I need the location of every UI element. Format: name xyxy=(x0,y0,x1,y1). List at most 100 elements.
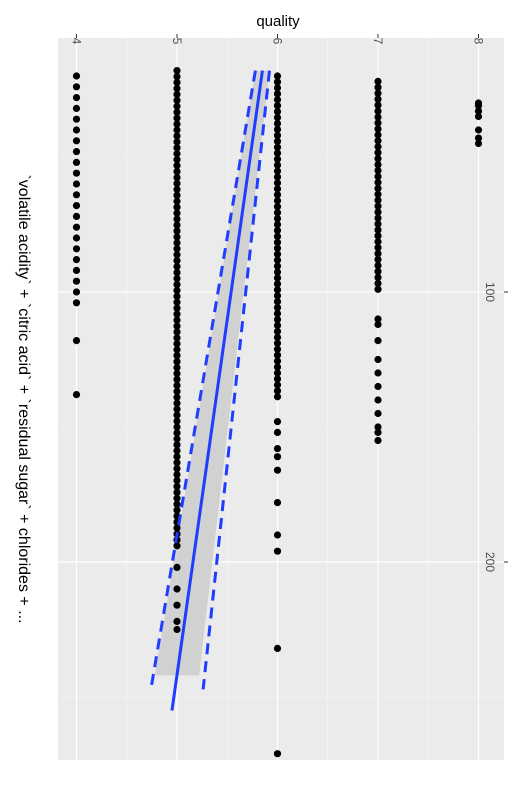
data-point-quality-5 xyxy=(173,167,181,176)
data-point-quality-5 xyxy=(173,227,181,235)
data-point-quality-7 xyxy=(374,320,382,328)
data-point-quality-5 xyxy=(173,292,181,300)
data-point-quality-5 xyxy=(173,78,181,87)
data-point-quality-6 xyxy=(273,84,282,92)
data-point-quality-5 xyxy=(173,251,181,259)
data-point-quality-6 xyxy=(273,173,282,181)
data-point-quality-4 xyxy=(72,180,81,188)
data-point-quality-6 xyxy=(273,256,282,264)
data-point-quality-6 xyxy=(273,78,282,86)
data-point-quality-5 xyxy=(173,334,181,342)
data-point-quality-6 xyxy=(273,453,282,461)
data-point-quality-8 xyxy=(474,139,483,148)
data-point-quality-5 xyxy=(173,173,181,182)
data-point-quality-7 xyxy=(374,113,382,121)
data-point-quality-5 xyxy=(173,96,181,104)
data-point-quality-6 xyxy=(273,197,282,205)
data-point-quality-7 xyxy=(374,428,382,436)
data-point-quality-6 xyxy=(273,96,282,104)
data-point-quality-7 xyxy=(374,226,382,234)
data-point-quality-6 xyxy=(273,244,282,252)
data-point-quality-7 xyxy=(374,131,382,139)
data-point-quality-4 xyxy=(72,104,81,112)
data-point-quality-5 xyxy=(173,352,181,360)
data-point-quality-7 xyxy=(374,285,382,293)
data-point-quality-7 xyxy=(374,143,382,151)
data-point-quality-6 xyxy=(273,315,282,324)
data-point-quality-6 xyxy=(273,113,282,122)
data-point-quality-5 xyxy=(173,476,181,485)
data-point-quality-5 xyxy=(173,441,181,449)
data-point-quality-7 xyxy=(374,196,382,204)
data-point-quality-4 xyxy=(72,234,81,242)
data-point-quality-5 xyxy=(173,102,181,110)
data-point-quality-6 xyxy=(273,137,282,145)
data-point-quality-5 xyxy=(173,464,181,473)
data-point-quality-5 xyxy=(173,417,181,425)
data-point-quality-7 xyxy=(374,155,382,163)
data-point-quality-5 xyxy=(173,263,181,271)
data-point-quality-4 xyxy=(72,266,81,274)
data-point-quality-7 xyxy=(374,267,382,276)
data-point-quality-5 xyxy=(173,358,181,366)
data-point-quality-5 xyxy=(173,364,181,372)
predictor-axis-title: `volatile acidity` + `citric acid` + `re… xyxy=(15,174,32,623)
data-point-quality-5 xyxy=(173,316,181,324)
data-point-quality-6 xyxy=(273,547,282,555)
data-point-quality-6 xyxy=(273,292,282,300)
data-point-quality-7 xyxy=(374,107,382,115)
data-point-quality-6 xyxy=(273,298,282,306)
data-point-quality-6 xyxy=(273,214,282,223)
data-point-quality-6 xyxy=(273,131,282,139)
data-point-quality-4 xyxy=(72,169,81,177)
data-point-quality-5 xyxy=(173,239,181,247)
data-point-quality-7 xyxy=(374,137,382,145)
data-point-quality-4 xyxy=(72,72,81,80)
data-point-quality-5 xyxy=(173,381,181,390)
data-point-quality-5 xyxy=(173,346,181,354)
regression-fit xyxy=(149,70,271,711)
data-point-quality-6 xyxy=(273,220,282,229)
data-point-quality-5 xyxy=(173,150,181,158)
data-point-quality-7 xyxy=(374,178,382,186)
data-point-quality-5 xyxy=(173,411,181,419)
data-point-quality-5 xyxy=(173,542,181,550)
data-point-quality-5 xyxy=(173,179,181,188)
data-point-quality-6 xyxy=(273,333,282,341)
data-point-quality-6 xyxy=(273,381,282,389)
data-point-quality-6 xyxy=(273,209,282,217)
data-point-quality-6 xyxy=(273,750,282,758)
data-point-quality-5 xyxy=(173,453,181,461)
data-point-quality-4 xyxy=(72,223,81,231)
data-point-quality-6 xyxy=(273,428,282,436)
data-point-quality-5 xyxy=(173,322,181,330)
data-point-quality-7 xyxy=(374,160,382,169)
data-point-quality-5 xyxy=(173,506,181,514)
data-point-quality-5 xyxy=(173,304,181,312)
data-point-quality-5 xyxy=(173,310,181,318)
data-point-quality-7 xyxy=(374,190,382,198)
data-point-quality-4 xyxy=(72,137,81,145)
predictor-tick-label: 200 xyxy=(483,552,497,572)
data-point-quality-5 xyxy=(173,601,181,609)
data-point-quality-8 xyxy=(474,107,483,115)
data-point-quality-7 xyxy=(374,409,382,418)
data-point-quality-5 xyxy=(173,429,181,437)
data-point-quality-5 xyxy=(173,625,181,634)
data-point-quality-5 xyxy=(173,399,181,407)
data-point-quality-6 xyxy=(273,327,282,336)
data-point-quality-4 xyxy=(72,202,81,210)
data-point-quality-5 xyxy=(173,470,181,479)
data-point-quality-6 xyxy=(273,393,282,401)
data-point-quality-6 xyxy=(273,304,282,312)
data-point-quality-4 xyxy=(72,391,81,399)
data-point-quality-5 xyxy=(173,203,181,211)
data-point-quality-7 xyxy=(374,166,382,175)
data-point-quality-7 xyxy=(374,369,382,377)
data-point-quality-5 xyxy=(173,405,181,413)
data-point-quality-6 xyxy=(273,238,282,246)
data-point-quality-6 xyxy=(273,191,282,199)
data-point-quality-4 xyxy=(72,94,81,102)
data-point-quality-7 xyxy=(374,436,382,445)
